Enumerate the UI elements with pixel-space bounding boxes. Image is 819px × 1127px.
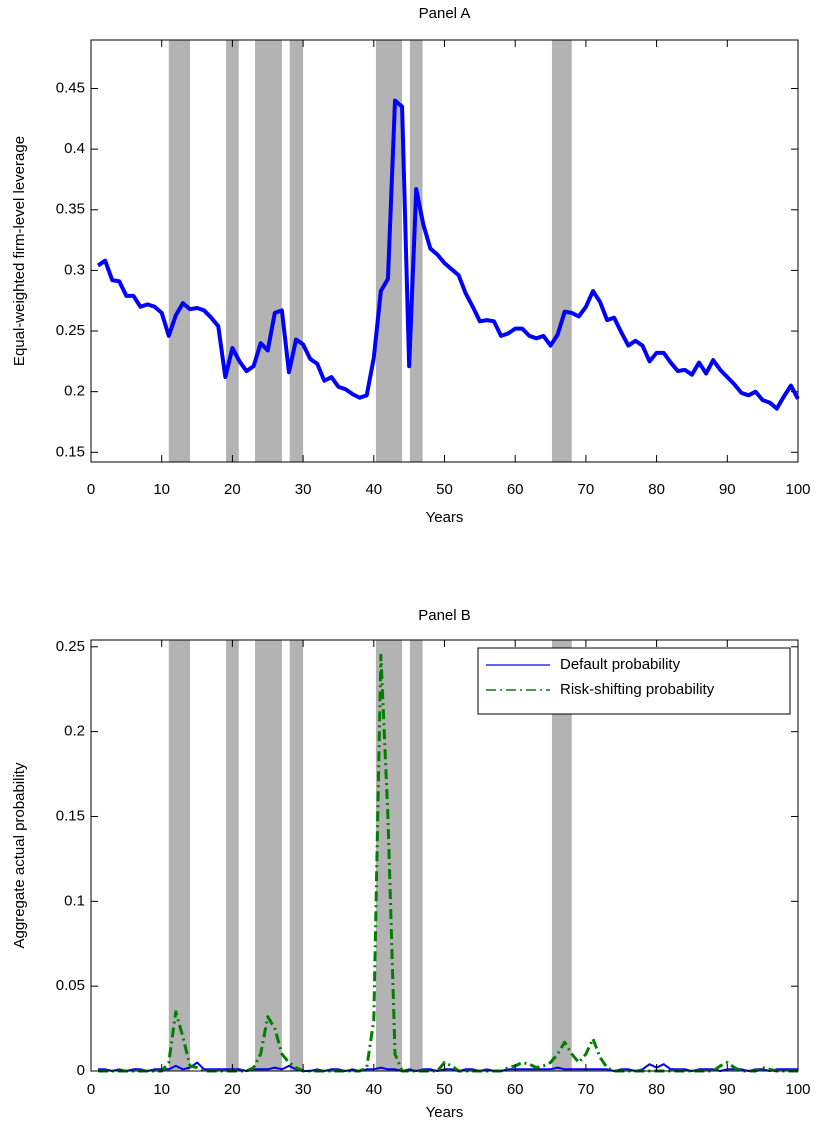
x-tick-label: 40 [365,1081,382,1098]
y-tick-label: 0.2 [64,383,85,400]
x-tick-label: 30 [295,1081,312,1098]
x-axis-label: Years [426,509,464,526]
x-axis-label: Years [426,1104,464,1121]
x-tick-label: 60 [507,481,524,498]
shaded-period [255,640,282,1071]
y-tick-label: 0.35 [56,201,85,218]
shaded-period [289,40,304,462]
shaded-period [289,640,304,1071]
x-tick-label: 50 [436,481,453,498]
shaded-period [255,40,282,462]
panel: Panel B Years Aggregate actual probability… [11,607,811,1121]
shaded-period [409,40,423,462]
x-tick-label: 40 [365,481,382,498]
shaded-period [226,640,239,1071]
legend-label: Risk-shifting probability [560,681,715,698]
y-tick-label: 0.25 [56,322,85,339]
y-tick-label: 0.05 [56,977,85,994]
x-tick-label: 10 [153,1081,170,1098]
shaded-period [409,640,423,1071]
shaded-period [168,40,190,462]
x-tick-label: 80 [648,481,665,498]
y-tick-label: 0.15 [56,807,85,824]
x-tick-label: 20 [224,1081,241,1098]
y-tick-label: 0.3 [64,261,85,278]
x-tick-label: 100 [785,1081,810,1098]
x-tick-label: 70 [578,1081,595,1098]
chart-title: Panel A [419,5,471,22]
x-tick-label: 0 [87,481,95,498]
y-tick-label: 0.45 [56,79,85,96]
x-tick-label: 70 [578,481,595,498]
legend: Default probability Risk-shifting probabi… [477,647,791,715]
shaded-period [551,640,572,1071]
legend-label: Default probability [560,656,681,673]
shaded-period [168,640,190,1071]
y-tick-label: 0.15 [56,443,85,460]
shaded-period [226,40,239,462]
x-tick-label: 90 [719,481,736,498]
x-tick-label: 0 [87,1081,95,1098]
y-tick-label: 0.25 [56,638,85,655]
x-tick-label: 80 [648,1081,665,1098]
legend-box [477,647,791,715]
x-tick-label: 30 [295,481,312,498]
x-tick-label: 50 [436,1081,453,1098]
x-tick-label: 60 [507,1081,524,1098]
data-line [98,653,798,1073]
y-tick-label: 0.2 [64,723,85,740]
chart-title: Panel B [418,607,471,624]
x-tick-label: 10 [153,481,170,498]
y-axis-label: Aggregate actual probability [11,762,28,948]
plot-frame [90,39,799,463]
panel: Panel A Years Equal-weighted firm-level le… [11,5,811,526]
data-line [96,98,800,411]
data-line [98,1061,798,1072]
shaded-period [551,40,572,462]
x-tick-label: 20 [224,481,241,498]
y-tick-label: 0 [77,1062,85,1079]
x-tick-label: 90 [719,1081,736,1098]
y-tick-label: 0.4 [64,140,85,157]
y-tick-label: 0.1 [64,892,85,909]
x-tick-label: 100 [785,481,810,498]
y-axis-label: Equal-weighted firm-level leverage [11,136,28,366]
